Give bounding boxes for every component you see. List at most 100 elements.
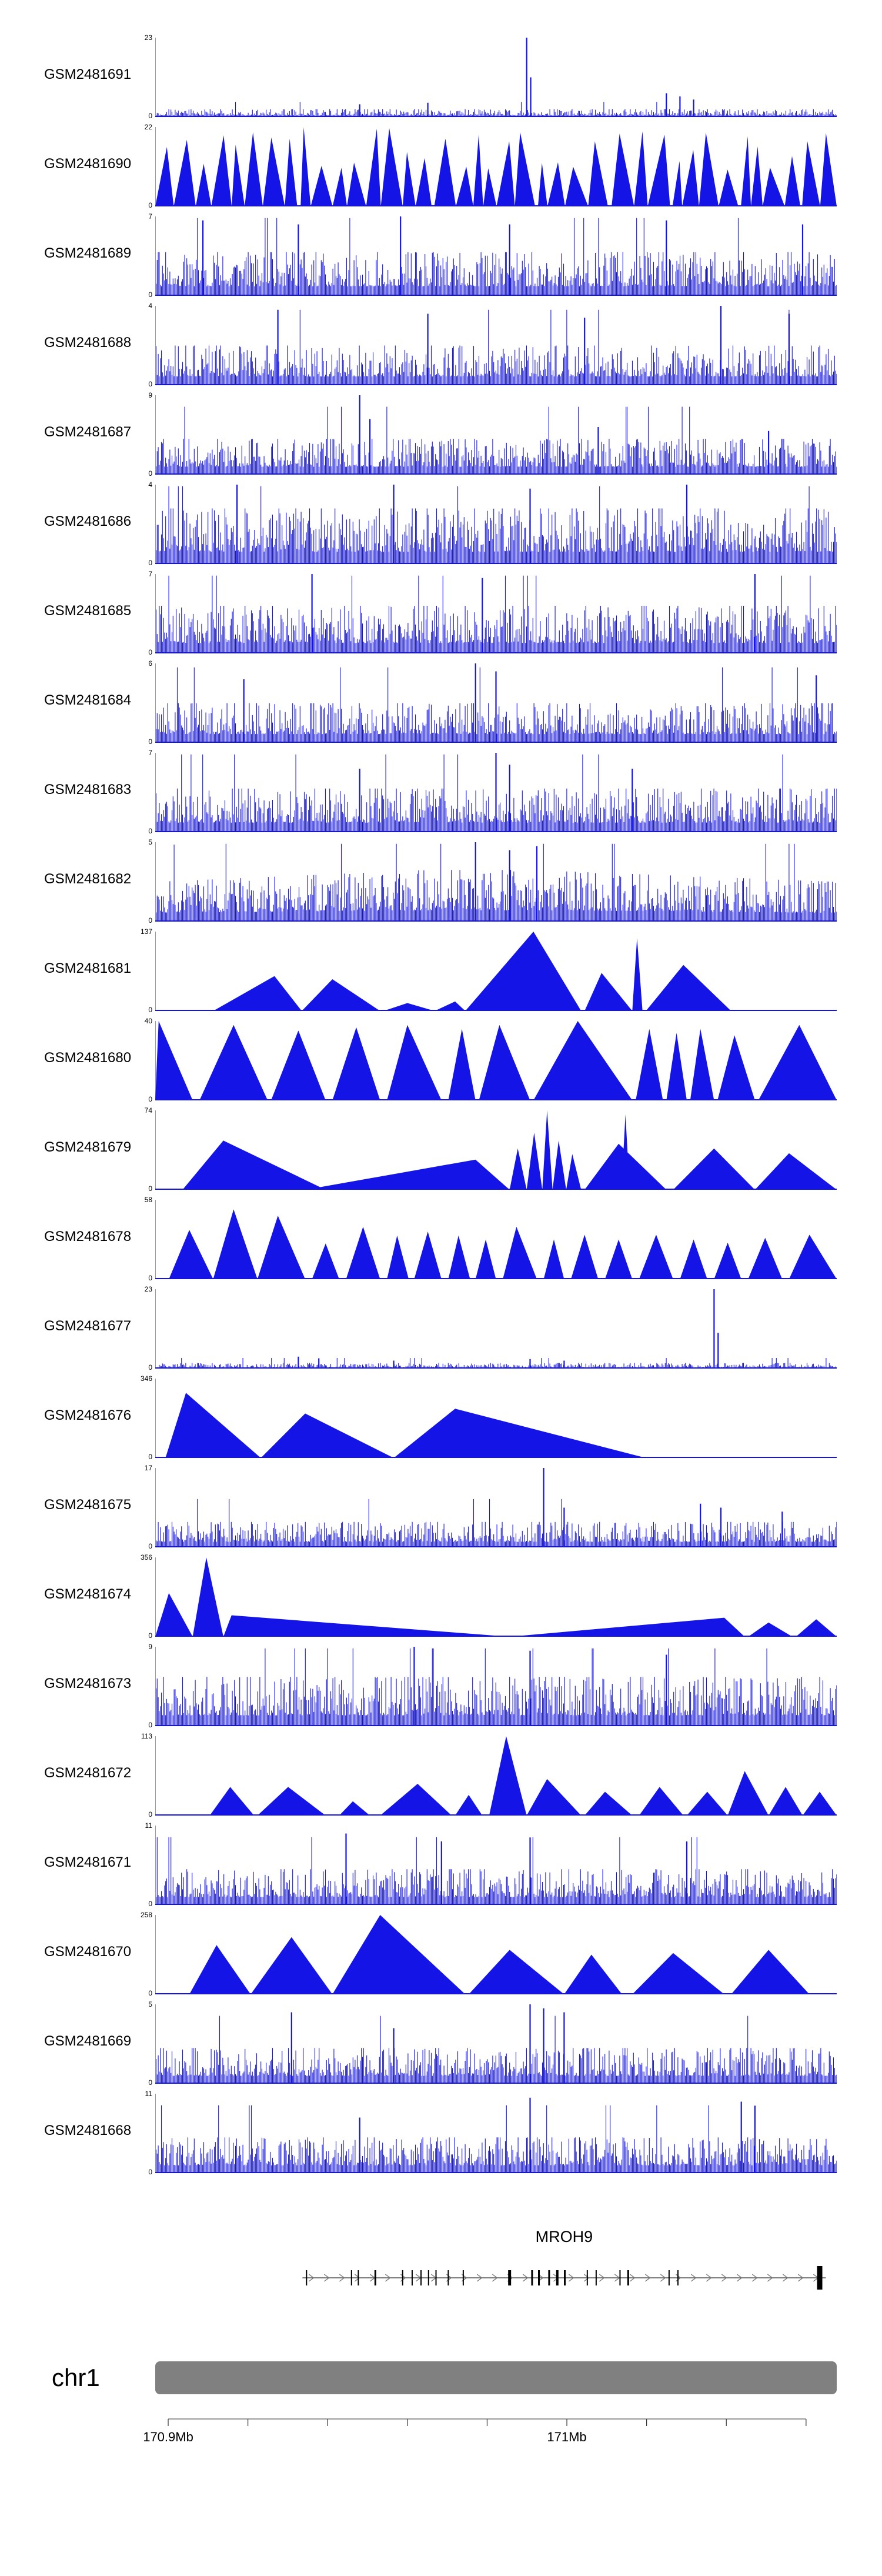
track-label: GSM2481670: [44, 1943, 132, 1960]
track-plot: 5 0: [148, 839, 837, 924]
signal-track: GSM2481689 7 0: [0, 213, 882, 303]
signal-track: GSM2481668 11 0: [0, 2090, 882, 2181]
y-axis-min-label: 0: [148, 827, 152, 835]
y-axis-max-label: 7: [148, 570, 152, 578]
chromosome-ideogram-bar: [155, 2361, 837, 2394]
y-axis-max-label: 4: [148, 481, 152, 489]
track-label: GSM2481671: [44, 1854, 132, 1870]
y-axis-max-label: 5: [148, 2000, 152, 2008]
gene-model-svg: [302, 2266, 826, 2290]
y-axis-min-label: 0: [148, 738, 152, 746]
y-axis-min-label: 0: [148, 1453, 152, 1461]
track-plot: 258 0: [141, 1911, 837, 1997]
track-label: GSM2481686: [44, 513, 132, 529]
y-axis-min-label: 0: [148, 1900, 152, 1908]
genome-axis-plot: 170.9Mb 171Mb: [143, 2395, 837, 2466]
y-axis-min-label: 0: [148, 648, 152, 656]
signal-track: GSM2481672 113 0: [0, 1733, 882, 1823]
signal-track: GSM2481683 7 0: [0, 749, 882, 840]
track-plot: 346 0: [141, 1375, 837, 1460]
y-axis-max-label: 137: [140, 927, 152, 936]
track-label: GSM2481688: [44, 334, 132, 351]
signal-track: GSM2481681 137 0: [0, 928, 882, 1019]
track-label: GSM2481669: [44, 2033, 132, 2049]
signal-track: GSM2481670 258 0: [0, 1911, 882, 2002]
y-axis-min-label: 0: [148, 1095, 152, 1103]
track-plot: 9 0: [148, 1643, 837, 1729]
track-label: GSM2481668: [44, 2122, 132, 2138]
signal-track: GSM2481682 5 0: [0, 839, 882, 929]
track-plot: 7 0: [148, 213, 837, 298]
track-plot: 113 0: [141, 1733, 837, 1818]
track-label: GSM2481685: [44, 602, 132, 619]
y-axis-min-label: 0: [148, 2078, 152, 2087]
y-axis-max-label: 9: [148, 1643, 152, 1651]
axis-tick-label: 170.9Mb: [143, 2430, 193, 2444]
track-label: GSM2481679: [44, 1139, 132, 1155]
y-axis-max-label: 7: [148, 749, 152, 757]
signal-track: GSM2481678 58 0: [0, 1196, 882, 1287]
signal-plot-svg: [155, 753, 837, 832]
y-axis-min-label: 0: [148, 1810, 152, 1818]
y-axis-max-label: 4: [148, 302, 152, 310]
y-axis-max-label: 5: [148, 838, 152, 846]
signal-track: GSM2481685 7 0: [0, 570, 882, 661]
signal-track: GSM2481691 23 0: [0, 34, 882, 125]
signal-plot-svg: [155, 1289, 837, 1369]
y-axis-max-label: 7: [148, 212, 152, 221]
track-plot: 4 0: [148, 481, 837, 566]
signal-plot-svg: [155, 1468, 837, 1547]
y-axis-min-label: 0: [148, 201, 152, 209]
track-label: GSM2481682: [44, 870, 132, 887]
gene-track-plot: MROH9: [155, 2195, 837, 2313]
track-label: GSM2481676: [44, 1407, 132, 1423]
y-axis-max-label: 11: [145, 2090, 152, 2098]
signal-track: GSM2481688 4 0: [0, 302, 882, 393]
y-axis-min-label: 0: [148, 1274, 152, 1282]
track-plot: 11 0: [145, 2090, 837, 2175]
signal-plot-svg: [155, 2094, 837, 2173]
y-axis-max-label: 346: [140, 1374, 152, 1383]
signal-tracks: GSM2481691 23 0 GSM2481690 22 0 GSM24816…: [0, 34, 882, 2181]
y-axis-min-label: 0: [148, 112, 152, 120]
track-plot: 7 0: [148, 570, 837, 656]
signal-track: GSM2481675 17 0: [0, 1464, 882, 1555]
track-label: GSM2481684: [44, 692, 132, 708]
signal-track: GSM2481680 40 0: [0, 1017, 882, 1108]
signal-plot-svg: [155, 1379, 837, 1458]
track-label: GSM2481683: [44, 781, 132, 798]
signal-plot-svg: [155, 1557, 837, 1637]
signal-plot-svg: [155, 2004, 837, 2084]
track-label: GSM2481673: [44, 1675, 132, 1691]
genome-axis: 170.9Mb 171Mb: [0, 2395, 882, 2466]
y-axis-min-label: 0: [148, 380, 152, 388]
gene-name-label: MROH9: [535, 2228, 593, 2245]
signal-plot-svg: [155, 1915, 837, 1994]
track-plot: 58 0: [145, 1196, 837, 1282]
track-plot: 6 0: [148, 660, 837, 745]
track-plot: 9 0: [148, 392, 837, 477]
signal-plot-svg: [155, 216, 837, 296]
track-plot: 7 0: [148, 749, 837, 835]
signal-plot-svg: [155, 127, 837, 206]
track-label: GSM2481674: [44, 1586, 132, 1602]
y-axis-max-label: 9: [148, 391, 152, 399]
track-plot: 23 0: [145, 34, 837, 119]
y-axis-min-label: 0: [148, 559, 152, 567]
signal-plot-svg: [155, 1021, 837, 1100]
track-plot: 137 0: [141, 928, 837, 1013]
track-label: GSM2481687: [44, 423, 132, 440]
signal-track: GSM2481674 356 0: [0, 1553, 882, 1644]
track-label: GSM2481677: [44, 1317, 132, 1334]
signal-track: GSM2481676 346 0: [0, 1375, 882, 1466]
track-label: GSM2481689: [44, 245, 132, 261]
y-axis-max-label: 17: [144, 1464, 152, 1472]
signal-track: GSM2481684 6 0: [0, 660, 882, 750]
y-axis-max-label: 356: [140, 1553, 152, 1561]
y-axis-max-label: 23: [144, 1285, 152, 1293]
y-axis-min-label: 0: [148, 291, 152, 299]
gene-track: MROH9: [0, 2195, 882, 2313]
track-plot: 5 0: [148, 2001, 837, 2086]
chromosome-track: chr1: [0, 2360, 882, 2395]
